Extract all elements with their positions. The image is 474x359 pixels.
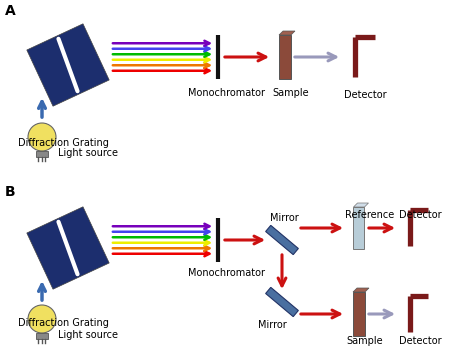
Text: Detector: Detector — [399, 210, 442, 220]
Text: Mirror: Mirror — [258, 320, 287, 330]
Text: Mirror: Mirror — [270, 213, 299, 223]
Circle shape — [28, 305, 56, 333]
Text: Reference: Reference — [345, 210, 394, 220]
Text: Light source: Light source — [58, 148, 118, 158]
Text: Monochromator: Monochromator — [188, 268, 265, 278]
Polygon shape — [27, 24, 109, 106]
Bar — [36, 151, 48, 157]
Polygon shape — [27, 207, 109, 289]
Bar — [354, 207, 365, 249]
Bar — [36, 333, 48, 339]
Polygon shape — [265, 225, 298, 255]
Text: Sample: Sample — [272, 88, 309, 98]
Bar — [279, 35, 291, 79]
Text: Diffraction Grating: Diffraction Grating — [18, 138, 109, 148]
Polygon shape — [279, 31, 295, 35]
Text: A: A — [5, 4, 16, 18]
Circle shape — [28, 123, 56, 151]
Text: Sample: Sample — [346, 336, 383, 346]
Text: Detector: Detector — [399, 336, 442, 346]
Text: Light source: Light source — [58, 330, 118, 340]
Polygon shape — [354, 203, 368, 207]
Text: Monochromator: Monochromator — [188, 88, 265, 98]
Polygon shape — [265, 287, 298, 317]
Text: Diffraction Grating: Diffraction Grating — [18, 318, 109, 328]
Polygon shape — [353, 288, 369, 292]
Bar — [353, 292, 365, 336]
Text: Detector: Detector — [344, 90, 387, 100]
Text: B: B — [5, 185, 16, 199]
